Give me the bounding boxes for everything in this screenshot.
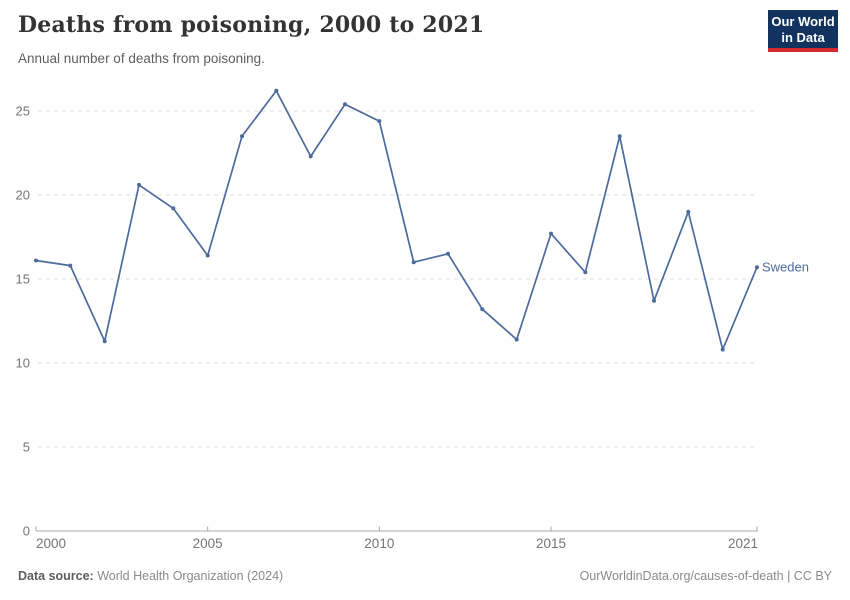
x-axis-label: 2021: [728, 536, 758, 551]
data-point[interactable]: [686, 209, 691, 214]
data-point[interactable]: [34, 258, 38, 263]
data-point[interactable]: [377, 119, 382, 124]
owid-logo-line2: in Data: [781, 29, 825, 45]
data-point[interactable]: [514, 337, 519, 342]
data-point[interactable]: [274, 88, 279, 93]
data-point[interactable]: [308, 154, 313, 159]
owid-logo[interactable]: Our World in Data: [768, 10, 838, 52]
data-point[interactable]: [617, 134, 622, 139]
x-axis-label: 2005: [193, 536, 223, 551]
data-point[interactable]: [755, 265, 759, 270]
data-point[interactable]: [583, 270, 588, 275]
y-axis-label: 20: [16, 188, 30, 203]
y-axis-label: 25: [16, 104, 30, 119]
owid-logo-line1: Our World: [771, 14, 835, 29]
y-axis-label: 15: [16, 272, 30, 287]
data-point[interactable]: [137, 182, 141, 187]
data-source-value: World Health Organization (2024): [93, 569, 284, 583]
data-point[interactable]: [720, 347, 725, 352]
data-point[interactable]: [411, 260, 416, 265]
x-axis-label: 2010: [364, 536, 394, 551]
data-point[interactable]: [480, 307, 485, 312]
data-point[interactable]: [171, 206, 176, 211]
x-axis-label: 2000: [36, 536, 66, 551]
data-point[interactable]: [205, 253, 210, 258]
chart-subtitle: Annual number of deaths from poisoning.: [18, 51, 265, 66]
data-point[interactable]: [102, 339, 107, 344]
data-point[interactable]: [446, 251, 450, 256]
x-axis-label: 2015: [536, 536, 566, 551]
chart-title: Deaths from poisoning, 2000 to 2021: [18, 12, 485, 38]
data-point[interactable]: [652, 298, 656, 303]
data-source-label: Data source:: [18, 569, 94, 583]
data-point[interactable]: [68, 263, 73, 268]
series-line-sweden[interactable]: [35, 89, 758, 351]
footer-credit[interactable]: OurWorldinData.org/causes-of-death | CC …: [579, 569, 832, 583]
data-point[interactable]: [549, 231, 553, 236]
y-axis-label: 5: [23, 440, 30, 455]
data-point[interactable]: [240, 134, 244, 139]
series-label-sweden[interactable]: Sweden: [762, 260, 809, 275]
y-axis-label: 10: [16, 356, 30, 371]
y-axis-label: 0: [23, 524, 30, 539]
footer-data-source: Data source: World Health Organization (…: [18, 569, 283, 583]
data-point[interactable]: [343, 102, 347, 107]
